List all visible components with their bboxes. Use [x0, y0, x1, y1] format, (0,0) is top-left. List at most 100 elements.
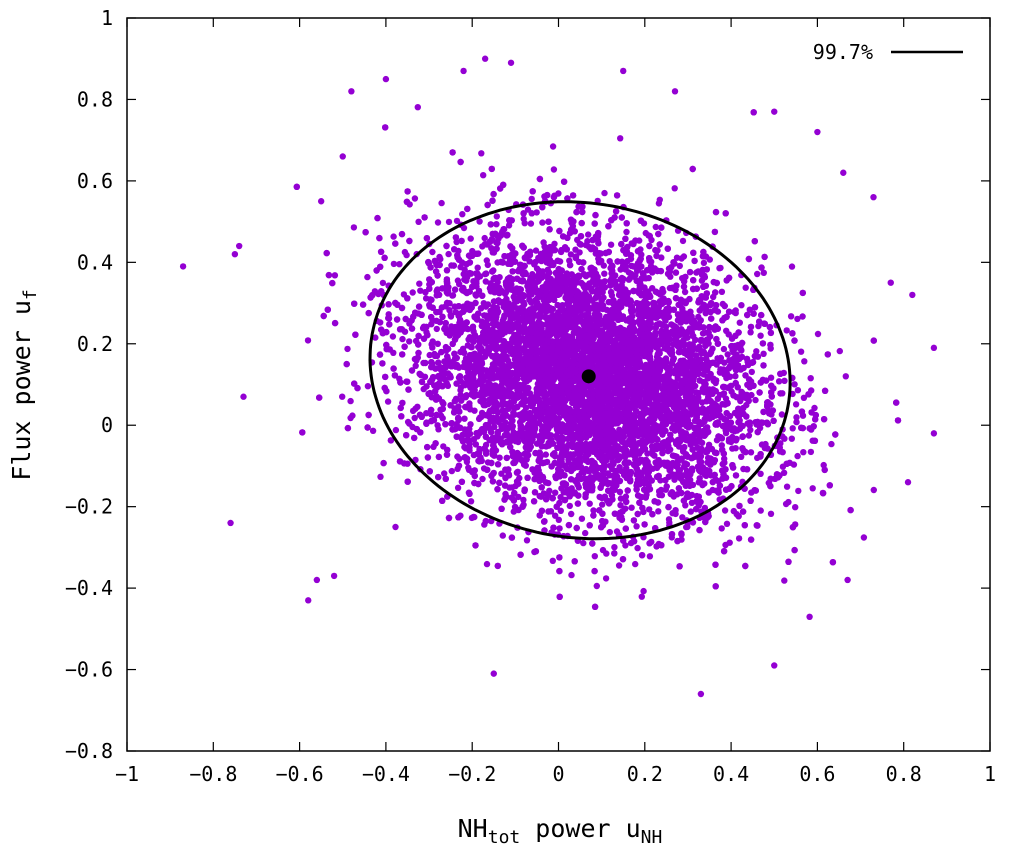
scatter-point [654, 247, 661, 254]
scatter-point [781, 377, 788, 384]
scatter-point [411, 195, 419, 202]
scatter-point [809, 485, 816, 492]
scatter-point [599, 546, 607, 554]
scatter-point [484, 261, 491, 269]
scatter-point [606, 528, 613, 536]
scatter-point [586, 500, 593, 507]
scatter-point [700, 259, 708, 267]
scatter-point [476, 218, 483, 225]
scatter-point [721, 507, 729, 514]
scatter-point [730, 507, 737, 515]
scatter-point [568, 510, 575, 518]
scatter-point [625, 276, 633, 283]
scatter-point [628, 504, 635, 511]
scatter-point [533, 209, 540, 216]
scatter-point [622, 493, 630, 500]
scatter-point [870, 486, 877, 494]
scatter-point [456, 280, 463, 288]
scatter-point [778, 411, 786, 418]
scatter-point [842, 373, 849, 380]
scatter-point [794, 387, 802, 394]
scatter-point [801, 358, 808, 365]
scatter-point [601, 270, 608, 277]
scatter-point [681, 288, 689, 296]
scatter-point [746, 306, 753, 313]
scatter-point [459, 211, 466, 218]
scatter-point [415, 218, 422, 225]
scatter-point [481, 234, 488, 242]
scatter-point [806, 613, 813, 620]
scatter-point [482, 278, 489, 285]
scatter-point [550, 166, 558, 173]
scatter-point [377, 473, 384, 480]
scatter-point [617, 135, 624, 142]
scatter-point [797, 348, 805, 355]
scatter-point [567, 251, 575, 258]
scatter-point [515, 438, 522, 446]
scatter-point [800, 394, 808, 401]
scatter-point [568, 571, 575, 579]
scatter-point [461, 415, 468, 422]
scatter-point [646, 506, 653, 513]
scatter-point [496, 454, 503, 461]
scatter-point [580, 539, 587, 547]
scatter-point [790, 461, 798, 468]
scatter-point [638, 593, 645, 600]
scatter-point [448, 467, 455, 475]
scatter-point [754, 270, 761, 278]
scatter-point [493, 213, 500, 220]
scatter-point [504, 357, 512, 364]
scatter-point [679, 514, 686, 521]
scatter-point [572, 246, 579, 253]
scatter-point [467, 498, 475, 505]
scatter-point [413, 357, 420, 364]
scatter-point [483, 560, 491, 568]
scatter-point [406, 338, 413, 345]
scatter-point [434, 340, 441, 347]
scatter-point [632, 560, 639, 568]
scatter-point [539, 219, 546, 226]
scatter-point [767, 374, 775, 381]
scatter-point [438, 199, 445, 207]
scatter-point [364, 273, 371, 281]
scatter-point [453, 217, 461, 225]
scatter-point [445, 218, 453, 226]
scatter-point [814, 330, 822, 338]
scatter-point [760, 269, 767, 276]
scatter-point [757, 507, 764, 514]
scatter-point [527, 220, 535, 227]
scatter-point [800, 449, 807, 456]
scatter-point [379, 279, 387, 287]
scatter-point [439, 415, 446, 422]
scatter-point [480, 172, 487, 179]
scatter-point [541, 518, 548, 525]
scatter-point [793, 414, 800, 421]
scatter-point [498, 470, 505, 477]
scatter-point [331, 272, 339, 279]
scatter-point [593, 582, 600, 590]
scatter-point [465, 464, 472, 471]
scatter-point [704, 454, 712, 462]
scatter-points-layer [179, 55, 938, 698]
scatter-point [788, 263, 796, 270]
scatter-point [723, 520, 731, 527]
scatter-point [423, 410, 430, 417]
scatter-point [718, 525, 725, 532]
scatter-point [603, 306, 610, 313]
scatter-point [757, 332, 764, 339]
scatter-point [499, 532, 506, 539]
scatter-point [441, 470, 448, 477]
scatter-point [429, 248, 436, 256]
scatter-point [344, 345, 351, 353]
scatter-point [828, 440, 835, 448]
scatter-point [433, 325, 440, 333]
scatter-point [807, 448, 815, 456]
scatter-point [528, 195, 535, 203]
scatter-point [793, 418, 800, 426]
scatter-point [417, 287, 424, 294]
scatter-point [414, 403, 421, 410]
scatter-point [656, 196, 663, 203]
scatter-point [783, 327, 790, 334]
scatter-point [457, 387, 464, 394]
